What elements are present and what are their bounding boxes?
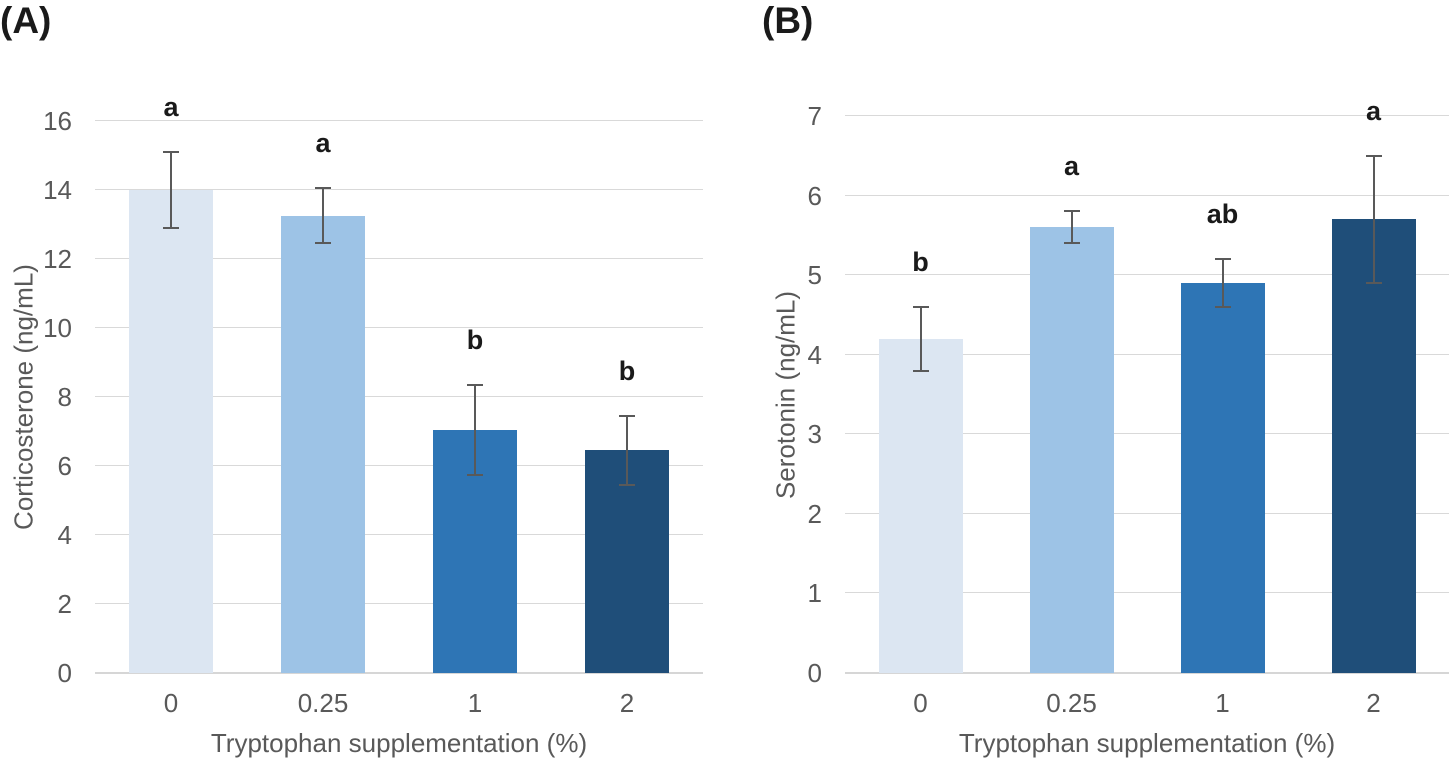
y-tick-label: 12 <box>43 244 72 274</box>
y-tick-label: 6 <box>807 180 822 211</box>
error-bar <box>1221 259 1224 307</box>
error-bar-cap-bottom <box>1365 282 1382 285</box>
significance-letter: a <box>315 128 331 159</box>
y-tick-label: 7 <box>807 101 822 131</box>
significance-letter: b <box>618 355 636 386</box>
gridline <box>95 465 703 466</box>
error-bar-cap-top <box>163 151 179 154</box>
error-bar-cap-bottom <box>619 483 635 486</box>
error-bar-cap-top <box>912 305 929 308</box>
error-bar <box>322 188 324 244</box>
error-bar-cap-bottom <box>315 242 331 245</box>
y-tick-label: 3 <box>807 419 822 450</box>
gridline <box>95 327 703 328</box>
error-bar-cap-bottom <box>163 226 179 229</box>
gridline <box>845 512 1449 514</box>
gridline <box>845 115 1449 116</box>
panel-label-B: (B) <box>762 0 814 41</box>
y-tick-label: 0 <box>807 658 822 688</box>
significance-letter: a <box>163 92 179 123</box>
x-tick-label: 0 <box>913 688 928 718</box>
error-bar-cap-top <box>1214 258 1231 261</box>
gridline <box>845 353 1449 355</box>
x-tick-label: 0.25 <box>1046 688 1097 718</box>
y-tick-label: 0 <box>57 658 72 688</box>
gridline <box>95 534 703 535</box>
y-tick-label: 4 <box>807 339 822 370</box>
x-tick-label: 0 <box>163 688 179 718</box>
gridline <box>845 433 1449 435</box>
gridline <box>95 120 703 121</box>
significance-letter: a <box>1063 151 1080 182</box>
bar-A-0 <box>129 190 213 673</box>
error-bar-cap-bottom <box>467 473 483 476</box>
y-tick-label: 16 <box>43 106 72 136</box>
x-tick-label: 0.25 <box>297 688 349 718</box>
error-bar-cap-top <box>1365 154 1382 157</box>
bar-A-2 <box>585 450 669 673</box>
y-tick-label: 1 <box>807 578 822 609</box>
x-axis-title: Tryptophan supplementation (%) <box>958 728 1336 758</box>
x-axis-line <box>845 672 1449 674</box>
x-tick-label: 2 <box>1366 688 1381 718</box>
error-bar-cap-bottom <box>1214 305 1231 308</box>
error-bar <box>170 152 172 228</box>
x-axis-line <box>95 672 703 674</box>
error-bar <box>474 384 476 475</box>
y-tick-label: 5 <box>807 260 822 291</box>
bar-B-0 <box>878 338 963 673</box>
y-tick-label: 10 <box>43 313 72 343</box>
error-bar-cap-top <box>619 414 635 417</box>
y-axis-title: Serotonin (ng/mL) <box>770 290 801 499</box>
error-bar-cap-top <box>467 383 483 386</box>
panel-label-A: (A) <box>0 0 52 41</box>
significance-letter: ab <box>1206 199 1239 230</box>
y-tick-label: 8 <box>57 382 72 412</box>
x-axis-title: Tryptophan supplementation (%) <box>210 728 588 758</box>
gridline <box>95 603 703 604</box>
gridline <box>95 258 703 259</box>
error-bar-cap-top <box>1063 210 1080 213</box>
significance-letter: b <box>466 324 484 355</box>
y-tick-label: 4 <box>57 520 72 550</box>
error-bar <box>919 306 922 371</box>
error-bar <box>1372 155 1375 284</box>
x-tick-label: 1 <box>467 688 483 718</box>
gridline <box>845 592 1449 594</box>
gridline <box>95 396 703 397</box>
x-tick-label: 1 <box>1215 688 1230 718</box>
error-bar-cap-bottom <box>1063 242 1080 245</box>
error-bar-cap-top <box>315 187 331 190</box>
y-tick-label: 6 <box>57 451 72 481</box>
bar-B-1 <box>1180 283 1265 673</box>
y-axis-title: Corticosterone (ng/mL) <box>8 264 39 530</box>
gridline <box>845 194 1449 196</box>
y-tick-label: 2 <box>807 498 822 529</box>
gridline <box>95 189 703 190</box>
bar-A-0.25 <box>281 215 365 673</box>
gridline <box>845 274 1449 276</box>
significance-letter: b <box>912 246 929 277</box>
bar-B-2 <box>1331 219 1416 673</box>
error-bar-cap-bottom <box>912 369 929 372</box>
significance-letter: a <box>1365 95 1382 126</box>
y-tick-label: 2 <box>57 589 72 619</box>
error-bar <box>626 415 628 485</box>
bar-B-0.25 <box>1029 227 1114 673</box>
error-bar <box>1070 211 1073 244</box>
x-tick-label: 2 <box>619 688 635 718</box>
y-tick-label: 14 <box>43 175 72 205</box>
